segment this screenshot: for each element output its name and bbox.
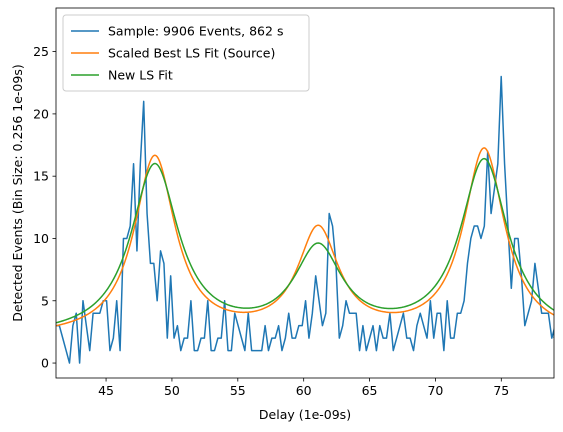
x-tick-label: 50	[164, 383, 180, 398]
series-scaled-fit-line	[56, 147, 554, 327]
x-tick-label: 70	[427, 383, 443, 398]
legend-entry: Scaled Best LS Fit (Source)	[108, 46, 275, 61]
y-axis-label: Detected Events (Bin Size: 0.256 1e-09s)	[10, 64, 25, 321]
legend-box	[62, 14, 310, 92]
x-tick-label: 75	[493, 383, 509, 398]
x-tick-label: 45	[98, 383, 114, 398]
x-axis-label: Delay (1e-09s)	[259, 407, 351, 422]
axes: 45 50 55 60 65 70 75 0 5 10 15 20 25	[33, 7, 555, 398]
y-tick-label: 5	[41, 293, 49, 308]
series-new-fit-line	[56, 157, 554, 324]
legend-entry: Sample: 9906 Events, 862 s	[108, 24, 283, 39]
legend: Sample: 9906 Events, 862 s Scaled Best LS…	[62, 14, 310, 92]
x-tick-label: 55	[230, 383, 246, 398]
y-tick-label: 15	[33, 169, 49, 184]
legend-entry: New LS Fit	[108, 68, 173, 83]
y-tick-label: 10	[33, 231, 49, 246]
x-tick-label: 60	[296, 383, 312, 398]
y-tick-label: 0	[41, 356, 49, 371]
y-tick-label: 25	[33, 44, 49, 59]
x-tick-label: 65	[362, 383, 378, 398]
y-tick-label: 20	[33, 106, 49, 121]
axes-frame	[55, 7, 555, 379]
series-sample-line	[56, 75, 554, 364]
plot-area	[56, 75, 554, 364]
